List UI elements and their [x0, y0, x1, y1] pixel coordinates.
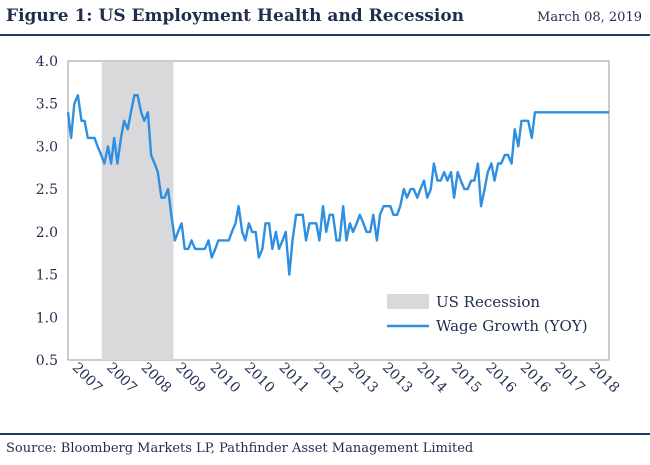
- wage-growth-line: [66, 94, 609, 276]
- y-axis: 0.5 1.0 1.5 2.0 2.5 3.0 3.5 4.0: [36, 54, 58, 369]
- x-tick-label: 2010: [241, 360, 278, 397]
- x-tick-label: 2018: [586, 360, 623, 397]
- x-tick-label: 2007: [103, 360, 140, 397]
- y-tick-label: 3.0: [36, 139, 58, 155]
- y-tick-label: 4.0: [36, 54, 58, 70]
- x-tick-label: 2009: [172, 360, 209, 397]
- x-tick-label: 2007: [69, 360, 106, 397]
- legend-recession-label: US Recession: [436, 293, 540, 311]
- x-tick-label: 2015: [448, 360, 485, 397]
- report-date: March 08, 2019: [537, 10, 642, 25]
- y-tick-label: 1.5: [36, 268, 58, 284]
- legend-recession-swatch: [387, 294, 429, 309]
- x-tick-label: 2008: [138, 360, 175, 397]
- x-tick-label: 2016: [482, 360, 519, 397]
- header: Figure 1: US Employment Health and Reces…: [0, 0, 650, 33]
- x-tick-label: 2013: [379, 360, 416, 397]
- x-axis: 2007200720082009201020102011201220132013…: [69, 360, 623, 397]
- y-tick-label: 2.5: [36, 182, 58, 198]
- y-tick-label: 1.0: [36, 310, 58, 326]
- recession-band: [101, 62, 174, 360]
- x-tick-label: 2012: [310, 360, 347, 397]
- plot-frame: [67, 60, 610, 361]
- x-tick-label: 2013: [344, 360, 381, 397]
- figure-title: Figure 1: US Employment Health and Reces…: [6, 6, 465, 26]
- y-tick-label: 0.5: [36, 353, 58, 369]
- bottom-rule: [0, 433, 650, 435]
- source-note: Source: Bloomberg Markets LP, Pathfinder…: [6, 441, 474, 456]
- x-tick-label: 2014: [413, 360, 450, 397]
- legend: US Recession Wage Growth (YOY): [387, 293, 588, 335]
- top-rule: [0, 34, 650, 36]
- chart: 0.51.01.52.02.53.03.54.0 200720072008200…: [36, 54, 623, 397]
- y-tick-label: 2.0: [36, 225, 58, 241]
- y-tick-label: 3.5: [36, 97, 58, 113]
- legend-wage-label: Wage Growth (YOY): [436, 317, 588, 335]
- x-tick-label: 2017: [551, 360, 588, 397]
- x-tick-label: 2011: [276, 360, 313, 397]
- x-tick-label: 2016: [517, 360, 554, 397]
- x-tick-label: 2010: [207, 360, 244, 397]
